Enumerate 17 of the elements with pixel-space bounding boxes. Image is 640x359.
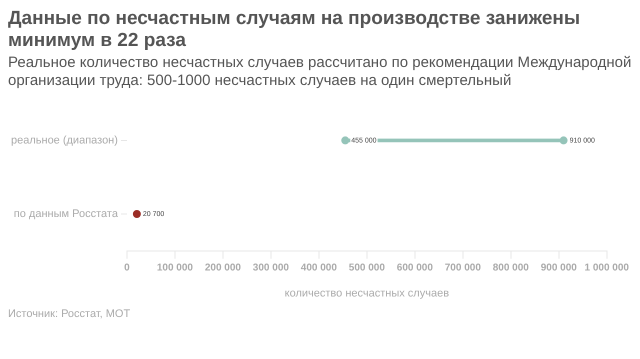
chart-subtitle: Реальное количество несчастных случаев рассчитано по рекомендации Международной организации труда: 500-1000 несчастных случаев на один смертельный (8, 54, 632, 90)
x-tick-label: 700 000 (444, 262, 482, 274)
x-tick-label: 400 000 (300, 262, 338, 274)
x-tick-label: 800 000 (492, 262, 530, 274)
x-tick-label: 500 000 (348, 262, 386, 274)
x-tick-label: 300 000 (252, 262, 290, 274)
y-tick-label: по данным Росстата (14, 208, 119, 220)
x-tick-label: 100 000 (156, 262, 194, 274)
x-tick-label: 600 000 (396, 262, 434, 274)
x-tick-label: 0 (124, 262, 130, 274)
chart-title: Данные по несчастным случаям на производстве занижены минимум в 22 раза (8, 8, 582, 52)
y-tick-label: реальное (диапазон) (10, 134, 118, 146)
x-axis-title: количество несчастных случаев (284, 287, 450, 300)
x-tick-label: 1 000 000 (584, 262, 630, 274)
x-tick-label: 200 000 (204, 262, 242, 274)
text: Источник: Росстат, МОТ (8, 308, 132, 320)
x-tick-label: 900 000 (540, 262, 578, 274)
